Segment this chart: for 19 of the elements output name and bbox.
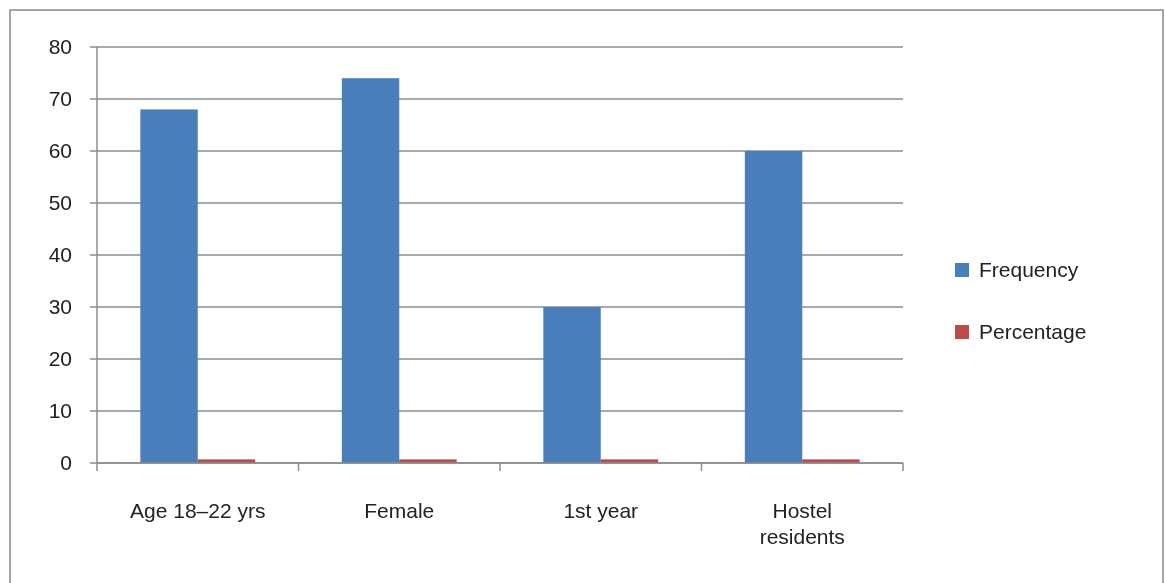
bar [744,151,803,463]
bar [543,307,601,463]
y-tick-label: 70 [48,87,72,111]
bar [341,78,400,463]
y-tick-label: 80 [48,35,72,59]
legend-label: Frequency [979,258,1079,282]
x-tick-label: Female [364,499,435,522]
y-tick-label: 20 [48,347,72,371]
y-tick-label: 40 [48,243,72,267]
y-tick-label: 60 [48,139,72,163]
y-tick-label: 30 [48,295,72,319]
bar [140,109,198,463]
legend-label: Percentage [979,320,1087,344]
x-tick-label: Age 18–22 yrs [130,499,266,522]
x-tick-label: 1st year [563,499,639,522]
y-tick-label: 50 [48,191,72,215]
y-tick-label: 0 [60,451,72,475]
x-tick-label: Hostel residents [759,499,845,549]
y-tick-label: 10 [48,399,72,423]
